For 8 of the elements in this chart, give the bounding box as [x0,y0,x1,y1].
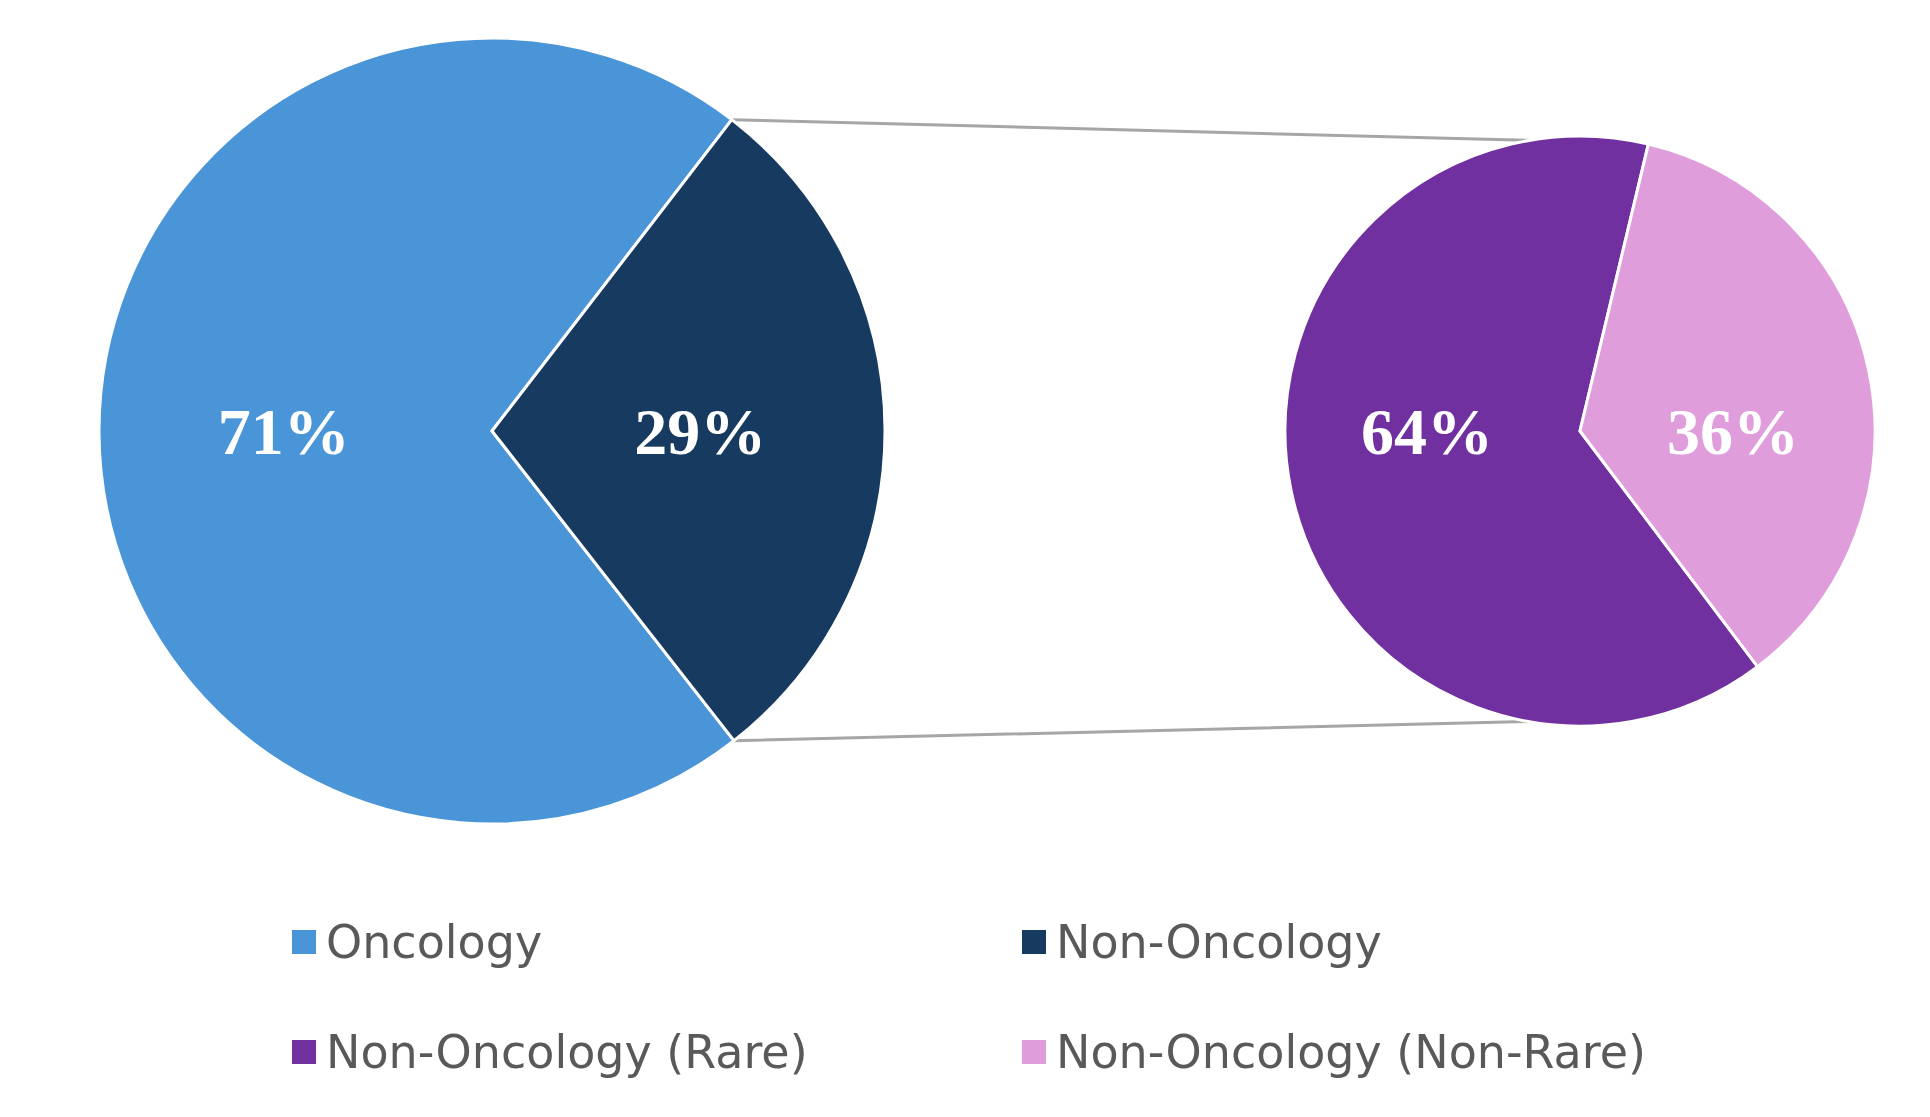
data-label: 29% [634,394,767,468]
legend-label: Non-Oncology (Non-Rare) [1056,1025,1646,1079]
legend-label: Non-Oncology [1056,915,1382,969]
legend-label: Oncology [326,915,543,969]
data-label: 36% [1667,394,1800,468]
data-label: 71% [217,394,350,468]
data-label: 64% [1360,394,1493,468]
legend-label: Non-Oncology (Rare) [326,1025,808,1079]
